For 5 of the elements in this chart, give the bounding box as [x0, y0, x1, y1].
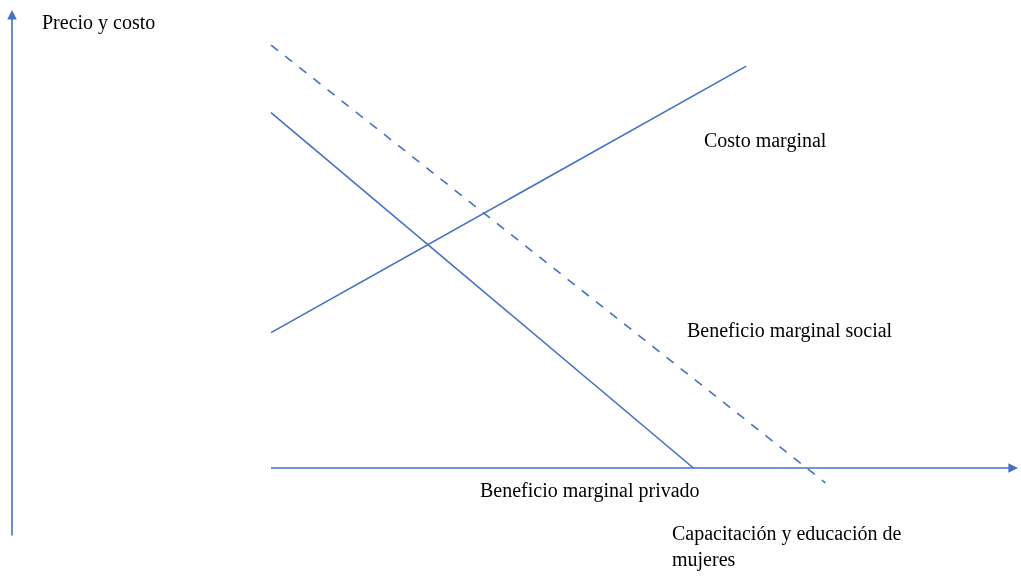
series-label: Beneficio marginal social — [687, 319, 893, 342]
series-label: Costo marginal — [704, 129, 827, 152]
series-label: Beneficio marginal privado — [480, 479, 700, 502]
text: Precio y costo — [42, 11, 156, 34]
x-axis-title: Capacitación y educación de mujeres — [672, 522, 902, 571]
